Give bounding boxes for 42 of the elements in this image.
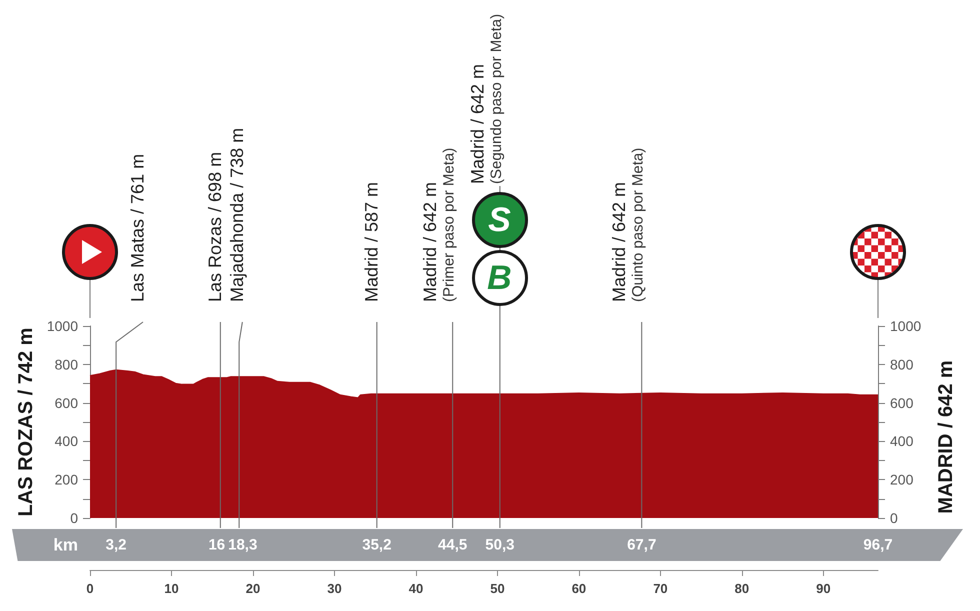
ref-line-label: Las Matas / 761 m (128, 154, 148, 302)
y-tick-label: 200 (54, 472, 78, 488)
y-tick-label: 800 (54, 356, 78, 372)
y-tick-label: 1000 (46, 318, 78, 334)
x2-tick-label: 50,3 (485, 536, 514, 554)
y2-tick-label: 200 (890, 472, 914, 488)
text: B (487, 259, 512, 297)
y2-tick-label: 400 (890, 433, 914, 450)
y2-axis-title: MADRID / 642 m (935, 360, 957, 514)
ref-line-label: Madrid / 642 m (Quinto paso por Meta) (609, 148, 647, 302)
x2-tick-label: 35,2 (362, 536, 392, 554)
y-tick-label: 600 (54, 394, 78, 411)
x-tick-label: 80 (734, 581, 750, 596)
x-tick-label: 30 (327, 581, 342, 596)
x2-tick-label: 96,7 (863, 536, 893, 554)
x-tick-label: 10 (164, 581, 179, 596)
x-tick-label: 20 (246, 581, 260, 596)
y2-tick-label: 600 (890, 394, 914, 411)
x2-tick-label: 67,7 (627, 536, 656, 554)
y2-tick-label: 0 (890, 510, 898, 526)
x-tick-label: 90 (816, 581, 831, 596)
ref-line-label: Madrid / 642 m (Primer paso por Meta) (420, 148, 458, 302)
ref-line-label: Las Rozas / 698 m (204, 152, 225, 302)
x2-tick-label: 44,5 (438, 536, 468, 554)
text: S (488, 201, 511, 239)
x2-tick-label: 3,2 (106, 536, 127, 554)
x-tick-label: 70 (653, 581, 668, 596)
x2-axis-title: km (53, 536, 78, 554)
ref-line-label: Madrid / 587 m (361, 182, 382, 302)
x-tick-label: 50 (490, 581, 505, 596)
x-tick-label: 0 (86, 581, 94, 596)
y2-tick-label: 800 (890, 356, 914, 372)
x-tick-label: 40 (408, 581, 424, 596)
y2-tick-label: 1000 (890, 318, 922, 334)
ref-line-label: Madrid / 642 m (Segundo paso por Meta) (467, 14, 505, 184)
y-tick-label: 400 (54, 433, 78, 450)
x2-tick-label: 16 (208, 536, 226, 554)
x-tick-label: 60 (572, 581, 586, 596)
x2-tick-label: 18,3 (228, 536, 258, 554)
ref-line-label: Majadahonda / 738 m (226, 128, 247, 302)
y-axis-title: LAS ROZAS / 742 m (14, 328, 37, 516)
y-tick-label: 0 (70, 510, 78, 526)
